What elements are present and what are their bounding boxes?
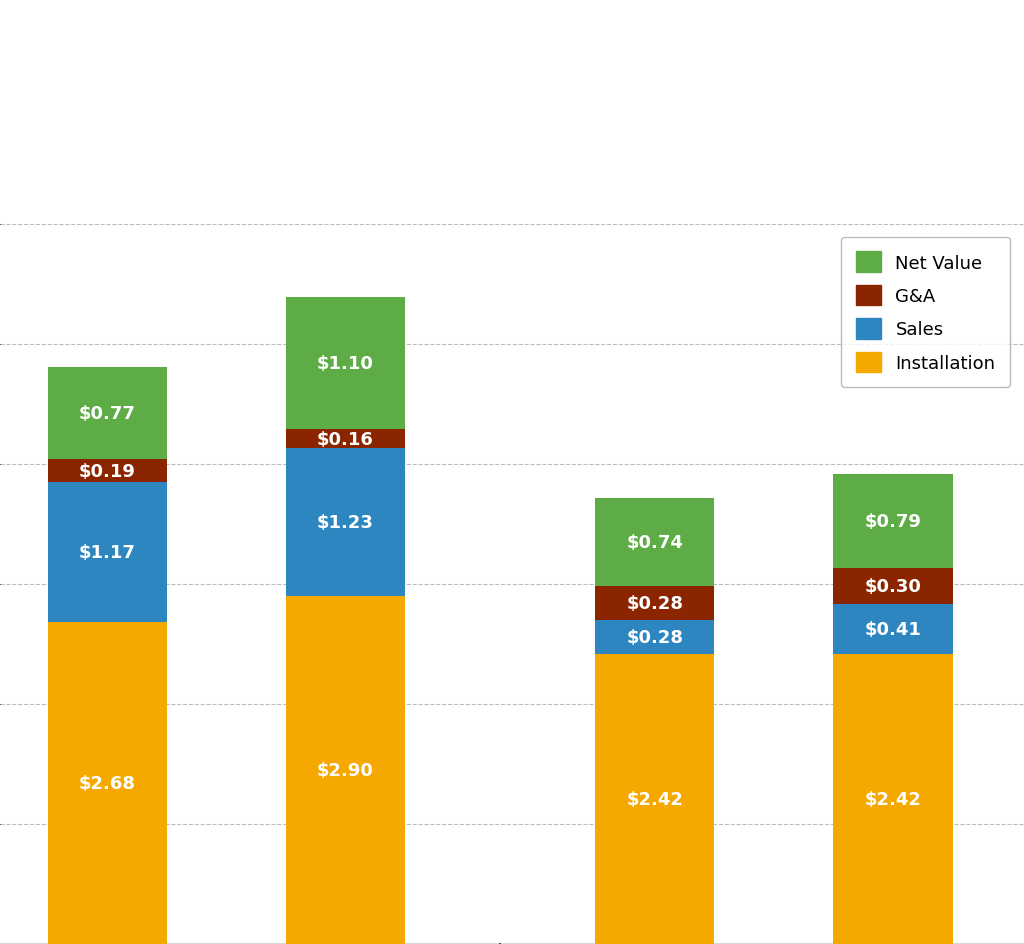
Text: $2.90: $2.90	[316, 761, 374, 779]
Text: Sunrun and SunPower: Sunrun and SunPower	[221, 53, 803, 105]
Bar	[595, 654, 715, 944]
Bar	[48, 460, 167, 482]
Text: $2.42: $2.42	[627, 790, 683, 808]
Text: $0.16: $0.16	[316, 430, 374, 448]
Bar	[286, 597, 404, 944]
Bar	[48, 482, 167, 623]
Text: $1.10: $1.10	[316, 355, 374, 373]
Text: Cost and Value, Q2 2022: Cost and Value, Q2 2022	[185, 136, 839, 188]
Text: $0.19: $0.19	[79, 463, 135, 480]
Text: $0.77: $0.77	[79, 405, 135, 423]
Bar	[48, 367, 167, 460]
Text: $2.68: $2.68	[79, 774, 135, 792]
Bar	[834, 474, 952, 569]
Text: $1.23: $1.23	[316, 514, 374, 531]
Text: $0.79: $0.79	[864, 513, 922, 531]
Text: $0.30: $0.30	[864, 578, 922, 596]
Bar	[595, 587, 715, 620]
Bar	[286, 449, 404, 597]
Text: $0.28: $0.28	[627, 628, 683, 646]
Text: $0.28: $0.28	[627, 595, 683, 613]
Bar	[595, 620, 715, 654]
Bar	[286, 298, 404, 430]
Bar	[834, 654, 952, 944]
Text: $1.17: $1.17	[79, 544, 135, 562]
Bar	[834, 605, 952, 654]
Text: $0.41: $0.41	[864, 620, 922, 638]
Bar	[595, 498, 715, 587]
Text: $2.42: $2.42	[864, 790, 922, 808]
Bar	[834, 569, 952, 605]
Bar	[48, 623, 167, 944]
Legend: Net Value, G&A, Sales, Installation: Net Value, G&A, Sales, Installation	[842, 237, 1010, 387]
Text: $0.74: $0.74	[627, 533, 683, 551]
Bar	[286, 430, 404, 449]
